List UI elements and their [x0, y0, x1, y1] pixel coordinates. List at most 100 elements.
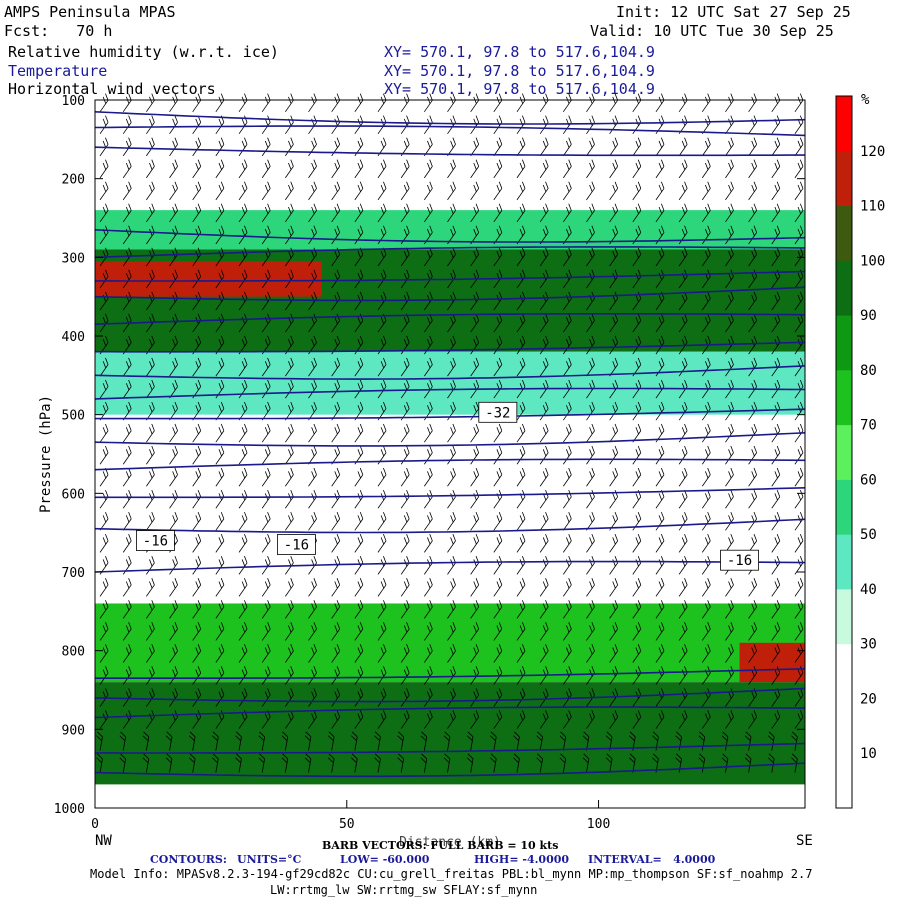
- wind-barb: [308, 93, 317, 113]
- temperature-contour: [94, 387, 806, 400]
- wind-barb: [308, 666, 317, 685]
- wind-barb: [377, 379, 387, 399]
- wind-barb: [771, 710, 781, 729]
- wind-barb: [725, 357, 734, 377]
- wind-barb: [447, 666, 456, 685]
- wind-barb: [493, 357, 503, 377]
- wind-barb: [304, 753, 312, 773]
- wind-barb: [354, 357, 364, 377]
- wind-barb: [142, 731, 150, 751]
- wind-barb: [748, 423, 758, 443]
- wind-barb: [374, 753, 381, 773]
- wind-barb: [539, 534, 549, 553]
- wind-barb: [258, 753, 266, 773]
- wind-barb: [285, 578, 294, 597]
- wind-barb: [331, 137, 341, 157]
- colorbar-tick-label: 120: [860, 144, 885, 160]
- wind-barb: [308, 357, 317, 377]
- wind-barb: [192, 115, 202, 135]
- wind-barb: [261, 181, 271, 201]
- wind-barb: [377, 467, 387, 487]
- colorbar-bin: [836, 369, 852, 426]
- wind-barb: [447, 159, 456, 179]
- wind-barb: [192, 511, 202, 531]
- wind-barb: [701, 489, 711, 509]
- wind-barb: [122, 269, 132, 289]
- wind-barb: [285, 159, 294, 179]
- wind-barb: [748, 622, 758, 641]
- wind-barb: [725, 578, 734, 597]
- wind-barb: [447, 181, 456, 201]
- wind-barb: [146, 379, 155, 399]
- y-tick-label: 300: [62, 251, 85, 266]
- wind-barb: [609, 467, 619, 487]
- wind-barb: [562, 688, 572, 707]
- wind-barb: [261, 489, 271, 509]
- wind-barb: [725, 423, 734, 443]
- wind-barb: [400, 600, 410, 619]
- wind-barb: [768, 753, 775, 773]
- wind-barb: [142, 753, 150, 773]
- contours-high: HIGH= -4.0000: [474, 853, 570, 866]
- wind-barb: [285, 357, 294, 377]
- wind-barb: [281, 731, 289, 751]
- wind-barb: [539, 159, 549, 179]
- wind-barb: [423, 203, 433, 223]
- temperature-contour: [95, 668, 806, 679]
- wind-barb: [308, 203, 317, 223]
- wind-barb: [400, 181, 410, 201]
- wind-barb: [169, 644, 178, 663]
- contours-units: UNITS=°C: [237, 853, 302, 866]
- wind-barb: [169, 600, 178, 619]
- wind-barb: [725, 115, 734, 135]
- wind-barb: [400, 534, 410, 553]
- wind-barb: [192, 181, 202, 201]
- wind-barb: [261, 467, 271, 487]
- temperature-contour: [94, 146, 805, 157]
- wind-barb: [539, 93, 549, 113]
- wind-barb: [562, 269, 572, 289]
- wind-barb: [632, 511, 642, 531]
- wind-barb: [470, 445, 480, 465]
- wind-barb: [285, 467, 294, 487]
- wind-barb: [146, 159, 155, 179]
- wind-barb: [748, 710, 758, 729]
- wind-barb: [516, 622, 526, 641]
- wind-barb: [377, 688, 387, 707]
- wind-barb: [258, 731, 266, 751]
- wind-barb: [562, 357, 572, 377]
- temperature-contour: [95, 408, 806, 420]
- wind-barb: [794, 291, 804, 311]
- wind-barb: [354, 578, 364, 597]
- wind-barb: [354, 93, 364, 113]
- wind-barb: [562, 710, 572, 729]
- wind-barb: [493, 622, 503, 641]
- wind-barb: [331, 534, 341, 553]
- wind-barb: [562, 203, 572, 223]
- wind-barb: [771, 467, 781, 487]
- wind-barb: [516, 445, 526, 465]
- wind-barb: [559, 753, 567, 773]
- wind-barb: [192, 556, 202, 575]
- wind-barb: [238, 225, 248, 245]
- wind-barb: [586, 181, 595, 201]
- contour-label-box: [720, 549, 759, 571]
- colorbar-tick-label: 20: [860, 691, 877, 707]
- valid-time: Valid: 10 UTC Tue 30 Sep 25: [590, 22, 834, 40]
- wind-barb: [423, 269, 433, 289]
- wind-barb: [238, 644, 248, 663]
- wind-barb: [331, 269, 341, 289]
- wind-barb: [331, 335, 341, 355]
- contour-label-box: [277, 534, 316, 555]
- wind-barb: [701, 622, 711, 641]
- wind-barb: [377, 556, 387, 575]
- wind-barb: [99, 357, 109, 377]
- wind-barb: [447, 578, 456, 597]
- wind-barb: [122, 534, 132, 553]
- wind-barb: [285, 203, 294, 223]
- colorbar-bin: [836, 479, 852, 535]
- wind-barb: [725, 225, 734, 245]
- wind-barb: [632, 93, 642, 113]
- wind-barb: [516, 600, 526, 619]
- wind-barb: [447, 93, 456, 113]
